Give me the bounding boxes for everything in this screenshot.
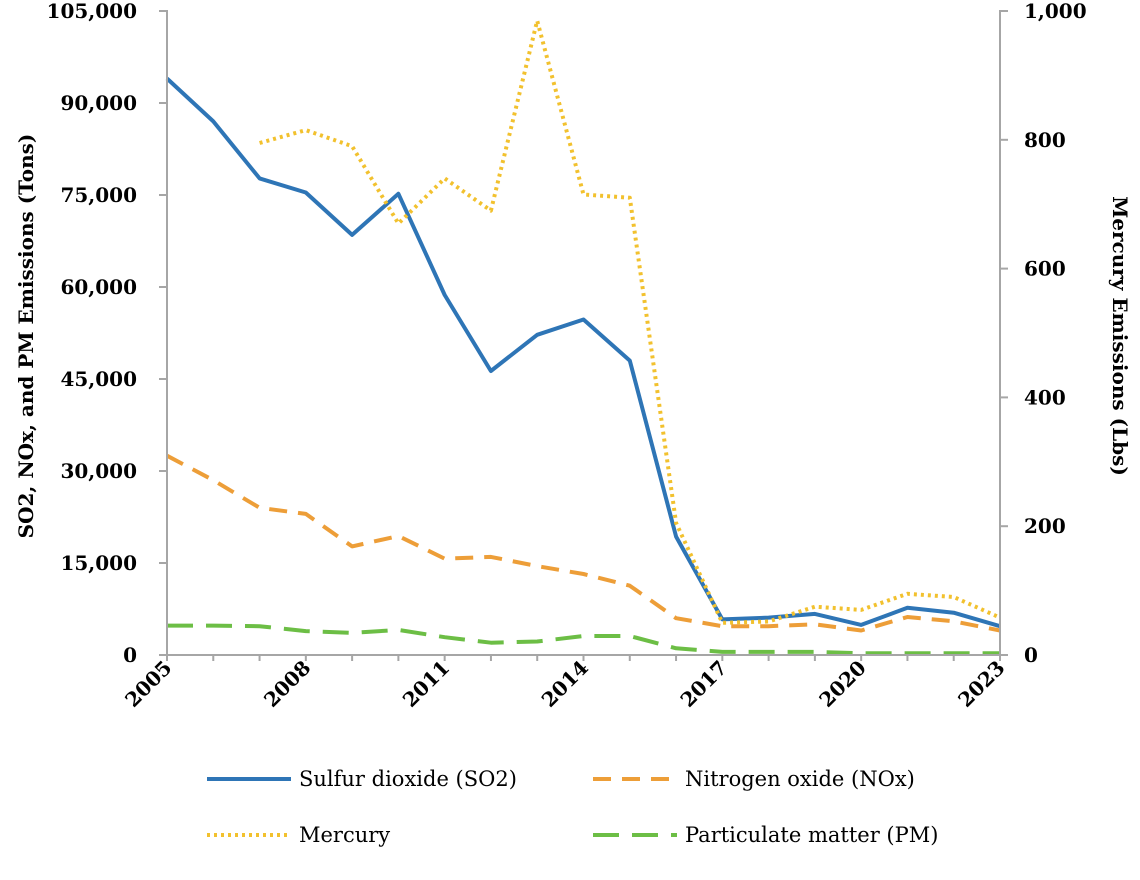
left-y-tick-label: 90,000 [60,91,137,115]
legend-label-0: Sulfur dioxide (SO2) [299,767,517,791]
left-y-tick-label: 15,000 [60,551,137,575]
series-line-0 [165,77,1001,629]
left-y-tick-label: 45,000 [60,367,137,391]
left-y-tick-label: 75,000 [60,183,137,207]
left-y-axis-title: SO2, NOx, and PM Emissions (Tons) [14,134,38,539]
series-line-3 [167,623,1000,656]
x-tick-label: 2023 [953,656,1009,712]
left-y-tick-label: 30,000 [60,459,137,483]
left-y-tick-label: 0 [123,643,137,667]
right-y-tick-label: 800 [1024,128,1066,152]
left-y-tick-label: 105,000 [47,0,137,23]
series-line-2 [259,18,1001,625]
right-y-tick-label: 200 [1024,514,1066,538]
legend-label-2: Mercury [299,823,390,847]
right-y-tick-label: 400 [1024,385,1066,409]
x-tick-label: 2008 [259,656,315,712]
legend-label-1: Nitrogen oxide (NOx) [685,767,915,791]
x-tick-label: 2020 [814,656,870,712]
x-tick-label: 2017 [676,656,732,712]
axes: 0 15,000 30,000 45,000 60,000 75,000 90,000 105… [14,0,1132,712]
right-y-tick-label: 600 [1024,257,1066,281]
right-y-tick-label: 0 [1024,643,1038,667]
right-y-tick-label: 1,000 [1024,0,1087,23]
right-y-axis-title: Mercury Emissions (Lbs) [1108,196,1132,476]
legend: Sulfur dioxide (SO2) Nitrogen oxide (NOx)… [207,767,938,847]
series-line-1 [166,453,1001,633]
x-tick-label: 2014 [537,656,593,712]
series-lines [165,18,1001,656]
left-y-tick-label: 60,000 [60,275,137,299]
legend-label-3: Particulate matter (PM) [685,823,938,847]
x-tick-label: 2011 [398,656,454,712]
